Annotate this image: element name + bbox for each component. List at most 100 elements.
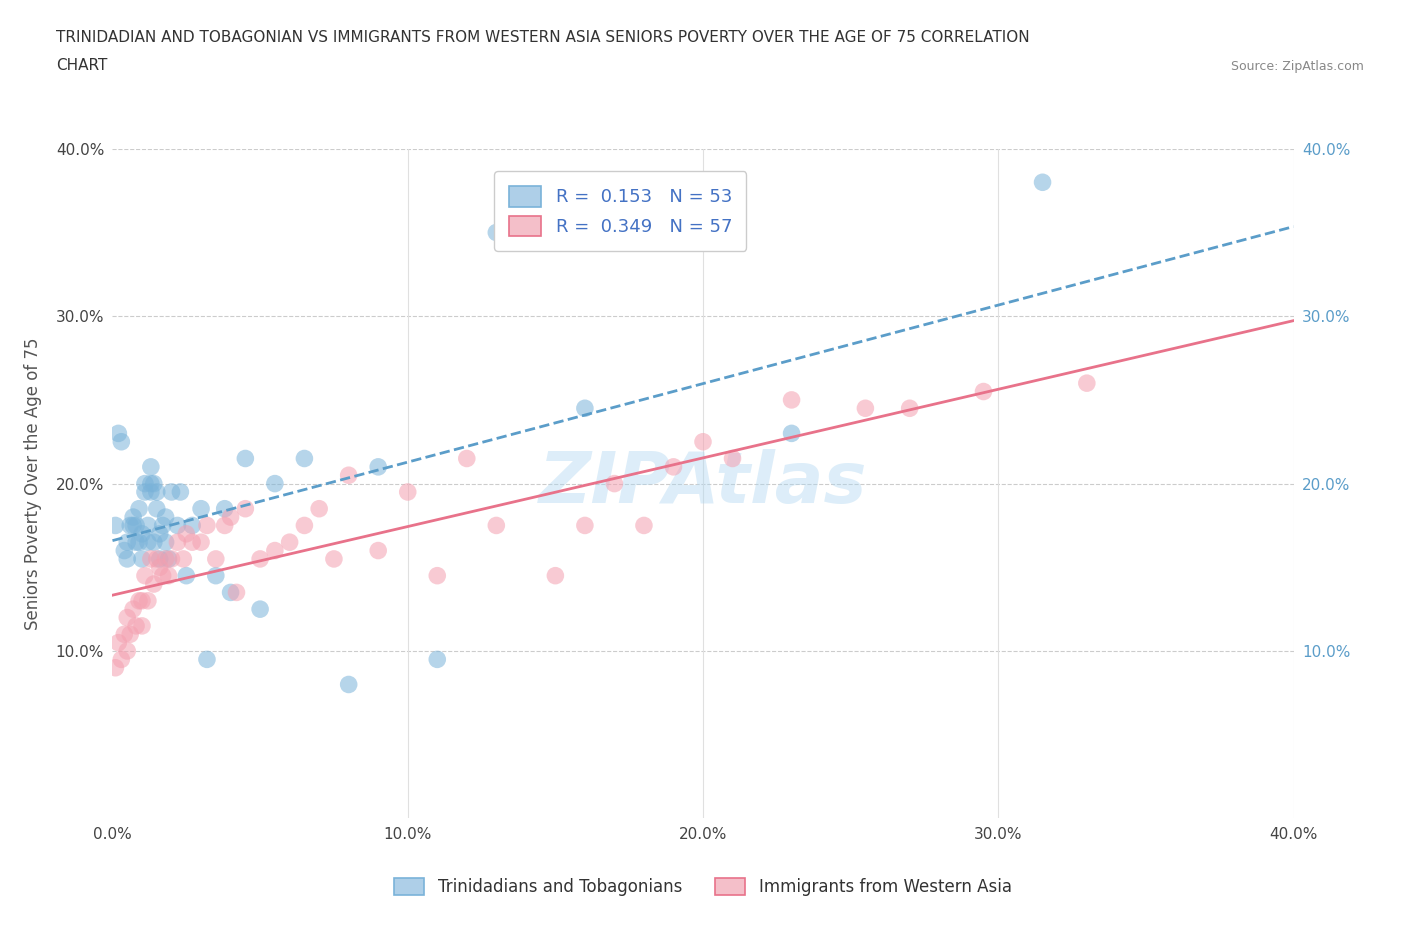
Y-axis label: Seniors Poverty Over the Age of 75: Seniors Poverty Over the Age of 75 (24, 338, 42, 630)
Point (134, 568, 156, 583)
Point (146, 551, 169, 566)
Point (139, 476, 162, 491)
Point (125, 618, 148, 633)
Point (1076, 376, 1098, 391)
Point (169, 485, 191, 499)
Point (233, 501, 256, 516)
Point (337, 468, 360, 483)
Point (110, 652, 132, 667)
Point (112, 627, 135, 642)
Text: TRINIDADIAN AND TOBAGONIAN VS IMMIGRANTS FROM WESTERN ASIA SENIORS POVERTY OVER : TRINIDADIAN AND TOBAGONIAN VS IMMIGRANTS… (56, 30, 1029, 45)
Point (214, 518, 236, 533)
Point (157, 551, 180, 566)
Point (149, 560, 172, 575)
Point (142, 535, 165, 550)
Point (117, 535, 138, 550)
Point (122, 518, 145, 533)
Point (225, 585, 247, 600)
Point (117, 610, 138, 625)
Point (323, 551, 346, 566)
Point (721, 451, 744, 466)
Point (898, 401, 921, 416)
Point (166, 518, 188, 533)
Point (692, 434, 714, 449)
Point (134, 476, 156, 491)
Point (174, 526, 197, 541)
Point (574, 518, 596, 533)
Point (107, 426, 129, 441)
Point (160, 551, 183, 566)
Point (136, 593, 159, 608)
Point (219, 585, 242, 600)
Point (112, 543, 135, 558)
Point (264, 476, 287, 491)
Point (337, 677, 360, 692)
Point (107, 635, 129, 650)
Point (134, 485, 156, 499)
Point (214, 501, 236, 516)
Point (146, 501, 169, 516)
Point (136, 518, 159, 533)
Point (308, 501, 330, 516)
Point (128, 535, 150, 550)
Point (485, 225, 508, 240)
Point (485, 518, 508, 533)
Point (367, 543, 389, 558)
Text: ZIPAtlas: ZIPAtlas (538, 449, 868, 518)
Point (174, 568, 197, 583)
Point (190, 501, 212, 516)
Point (142, 577, 165, 591)
Point (139, 551, 162, 566)
Point (292, 451, 315, 466)
Point (367, 459, 389, 474)
Point (426, 568, 449, 583)
Point (633, 518, 655, 533)
Point (249, 551, 271, 566)
Point (104, 660, 127, 675)
Point (233, 451, 256, 466)
Point (128, 593, 150, 608)
Point (190, 535, 212, 550)
Point (146, 485, 169, 499)
Point (120, 627, 142, 642)
Point (205, 568, 228, 583)
Point (155, 535, 177, 550)
Point (139, 459, 162, 474)
Point (157, 568, 180, 583)
Point (104, 518, 127, 533)
Point (131, 551, 153, 566)
Point (662, 459, 685, 474)
Point (278, 535, 301, 550)
Point (780, 392, 803, 407)
Point (142, 476, 165, 491)
Point (149, 551, 172, 566)
Point (195, 652, 218, 667)
Point (574, 401, 596, 416)
Point (128, 501, 150, 516)
Point (205, 551, 228, 566)
Point (125, 535, 148, 550)
Point (1032, 175, 1054, 190)
Point (152, 518, 174, 533)
Text: CHART: CHART (56, 58, 108, 73)
Point (117, 644, 138, 658)
Point (426, 652, 449, 667)
Point (155, 510, 177, 525)
Point (292, 518, 315, 533)
Point (172, 551, 194, 566)
Point (149, 526, 172, 541)
Point (195, 518, 218, 533)
Legend: R =  0.153   N = 53, R =  0.349   N = 57: R = 0.153 N = 53, R = 0.349 N = 57 (494, 171, 747, 251)
Point (122, 602, 145, 617)
Point (855, 401, 877, 416)
Point (110, 434, 132, 449)
Point (131, 593, 153, 608)
Point (155, 551, 177, 566)
Point (780, 426, 803, 441)
Point (219, 510, 242, 525)
Point (152, 568, 174, 583)
Point (125, 518, 148, 533)
Point (136, 535, 159, 550)
Point (396, 485, 419, 499)
Point (117, 551, 138, 566)
